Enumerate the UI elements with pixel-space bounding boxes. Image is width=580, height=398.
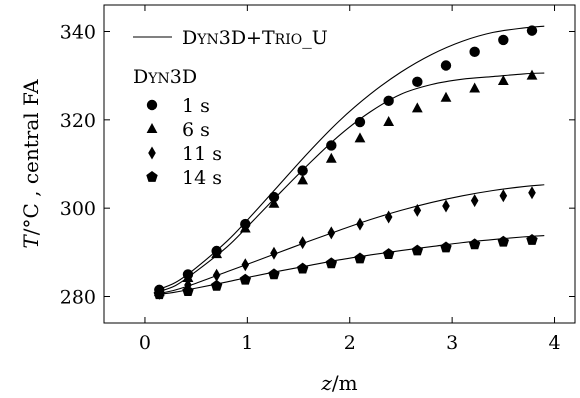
data-point-diamond — [212, 268, 221, 282]
y-tick-label: 300 — [60, 198, 96, 220]
legend-group-title: DYN3D — [133, 66, 197, 88]
data-point-circle — [526, 25, 538, 36]
model-line-2 — [157, 72, 545, 293]
legend-entry-label: 14 s — [182, 167, 222, 189]
tick-marks — [104, 5, 575, 323]
data-point-triangle — [325, 152, 337, 163]
data-point-diamond — [241, 258, 250, 272]
data-point-pentagon — [182, 285, 194, 297]
legend-marker-diamond — [148, 146, 156, 160]
data-point-pentagon — [411, 244, 424, 256]
x-tick-label: 4 — [548, 332, 560, 354]
data-point-triangle — [497, 74, 509, 85]
legend-entry-label: 6 s — [182, 119, 210, 141]
data-point-pentagon — [210, 279, 223, 291]
data-markers — [153, 25, 538, 300]
data-point-pentagon — [468, 238, 481, 250]
x-tick-label: 2 — [344, 332, 356, 354]
data-point-circle — [326, 140, 337, 151]
data-point-diamond — [384, 210, 393, 224]
data-point-diamond — [499, 189, 508, 203]
data-point-pentagon — [153, 288, 165, 300]
model-line-3 — [157, 184, 545, 295]
legend-entry-label: 11 s — [182, 143, 222, 165]
data-point-pentagon — [239, 273, 252, 285]
x-tick-label: 0 — [139, 332, 151, 354]
data-point-pentagon — [497, 235, 510, 247]
data-point-circle — [498, 34, 509, 46]
data-point-pentagon — [440, 241, 452, 253]
data-point-diamond — [356, 217, 364, 231]
tick-labels: 0 1 2 3 4 280 300 320 340 — [60, 22, 561, 355]
data-point-diamond — [442, 199, 450, 213]
data-point-circle — [440, 60, 452, 71]
model-line-4 — [157, 235, 545, 296]
data-point-diamond — [298, 236, 307, 250]
data-point-pentagon — [382, 248, 395, 259]
data-point-triangle — [211, 248, 223, 259]
data-point-triangle — [297, 174, 309, 185]
data-point-diamond — [413, 203, 422, 217]
model-line-1 — [157, 25, 545, 291]
legend-entries: 1 s6 s11 s14 s — [146, 95, 222, 189]
x-axis-label: z/m — [320, 371, 357, 395]
data-point-pentagon — [354, 252, 366, 264]
data-point-diamond — [470, 194, 479, 208]
plot-frame — [103, 4, 576, 324]
data-point-triangle — [268, 197, 280, 208]
data-point-circle — [469, 46, 480, 58]
legend-marker-triangle — [146, 123, 158, 133]
legend-line-label: DYN3D+TRIO_U — [182, 27, 328, 49]
data-point-circle — [383, 95, 394, 107]
data-point-triangle — [354, 132, 366, 143]
data-point-triangle — [182, 271, 194, 282]
data-point-triangle — [526, 69, 538, 80]
data-point-triangle — [440, 91, 452, 102]
data-point-triangle — [469, 82, 481, 93]
legend: DYN3D+TRIO_U DYN3D 1 s6 s11 s14 s — [133, 27, 328, 189]
data-point-circle — [354, 116, 366, 128]
data-point-diamond — [270, 246, 278, 260]
y-axis-label: T/°C , central FA — [19, 79, 43, 249]
data-point-diamond — [528, 186, 536, 200]
legend-marker-pentagon — [146, 171, 158, 182]
y-tick-label: 320 — [60, 110, 96, 132]
data-point-pentagon — [296, 262, 309, 274]
data-point-pentagon — [268, 268, 280, 280]
data-point-triangle — [239, 222, 251, 233]
y-tick-label: 280 — [60, 287, 96, 309]
data-point-diamond — [327, 226, 336, 240]
data-point-pentagon — [526, 233, 538, 245]
legend-entry-label: 1 s — [182, 95, 210, 117]
y-tick-label: 340 — [60, 22, 96, 44]
legend-marker-circle — [146, 99, 158, 111]
data-point-triangle — [411, 102, 423, 113]
model-lines — [157, 25, 545, 296]
data-point-circle — [268, 191, 280, 203]
data-point-circle — [412, 76, 423, 88]
data-point-triangle — [383, 116, 395, 127]
x-tick-label: 1 — [241, 332, 253, 354]
x-tick-label: 3 — [446, 332, 458, 354]
data-point-circle — [297, 165, 308, 176]
data-point-pentagon — [325, 257, 338, 269]
